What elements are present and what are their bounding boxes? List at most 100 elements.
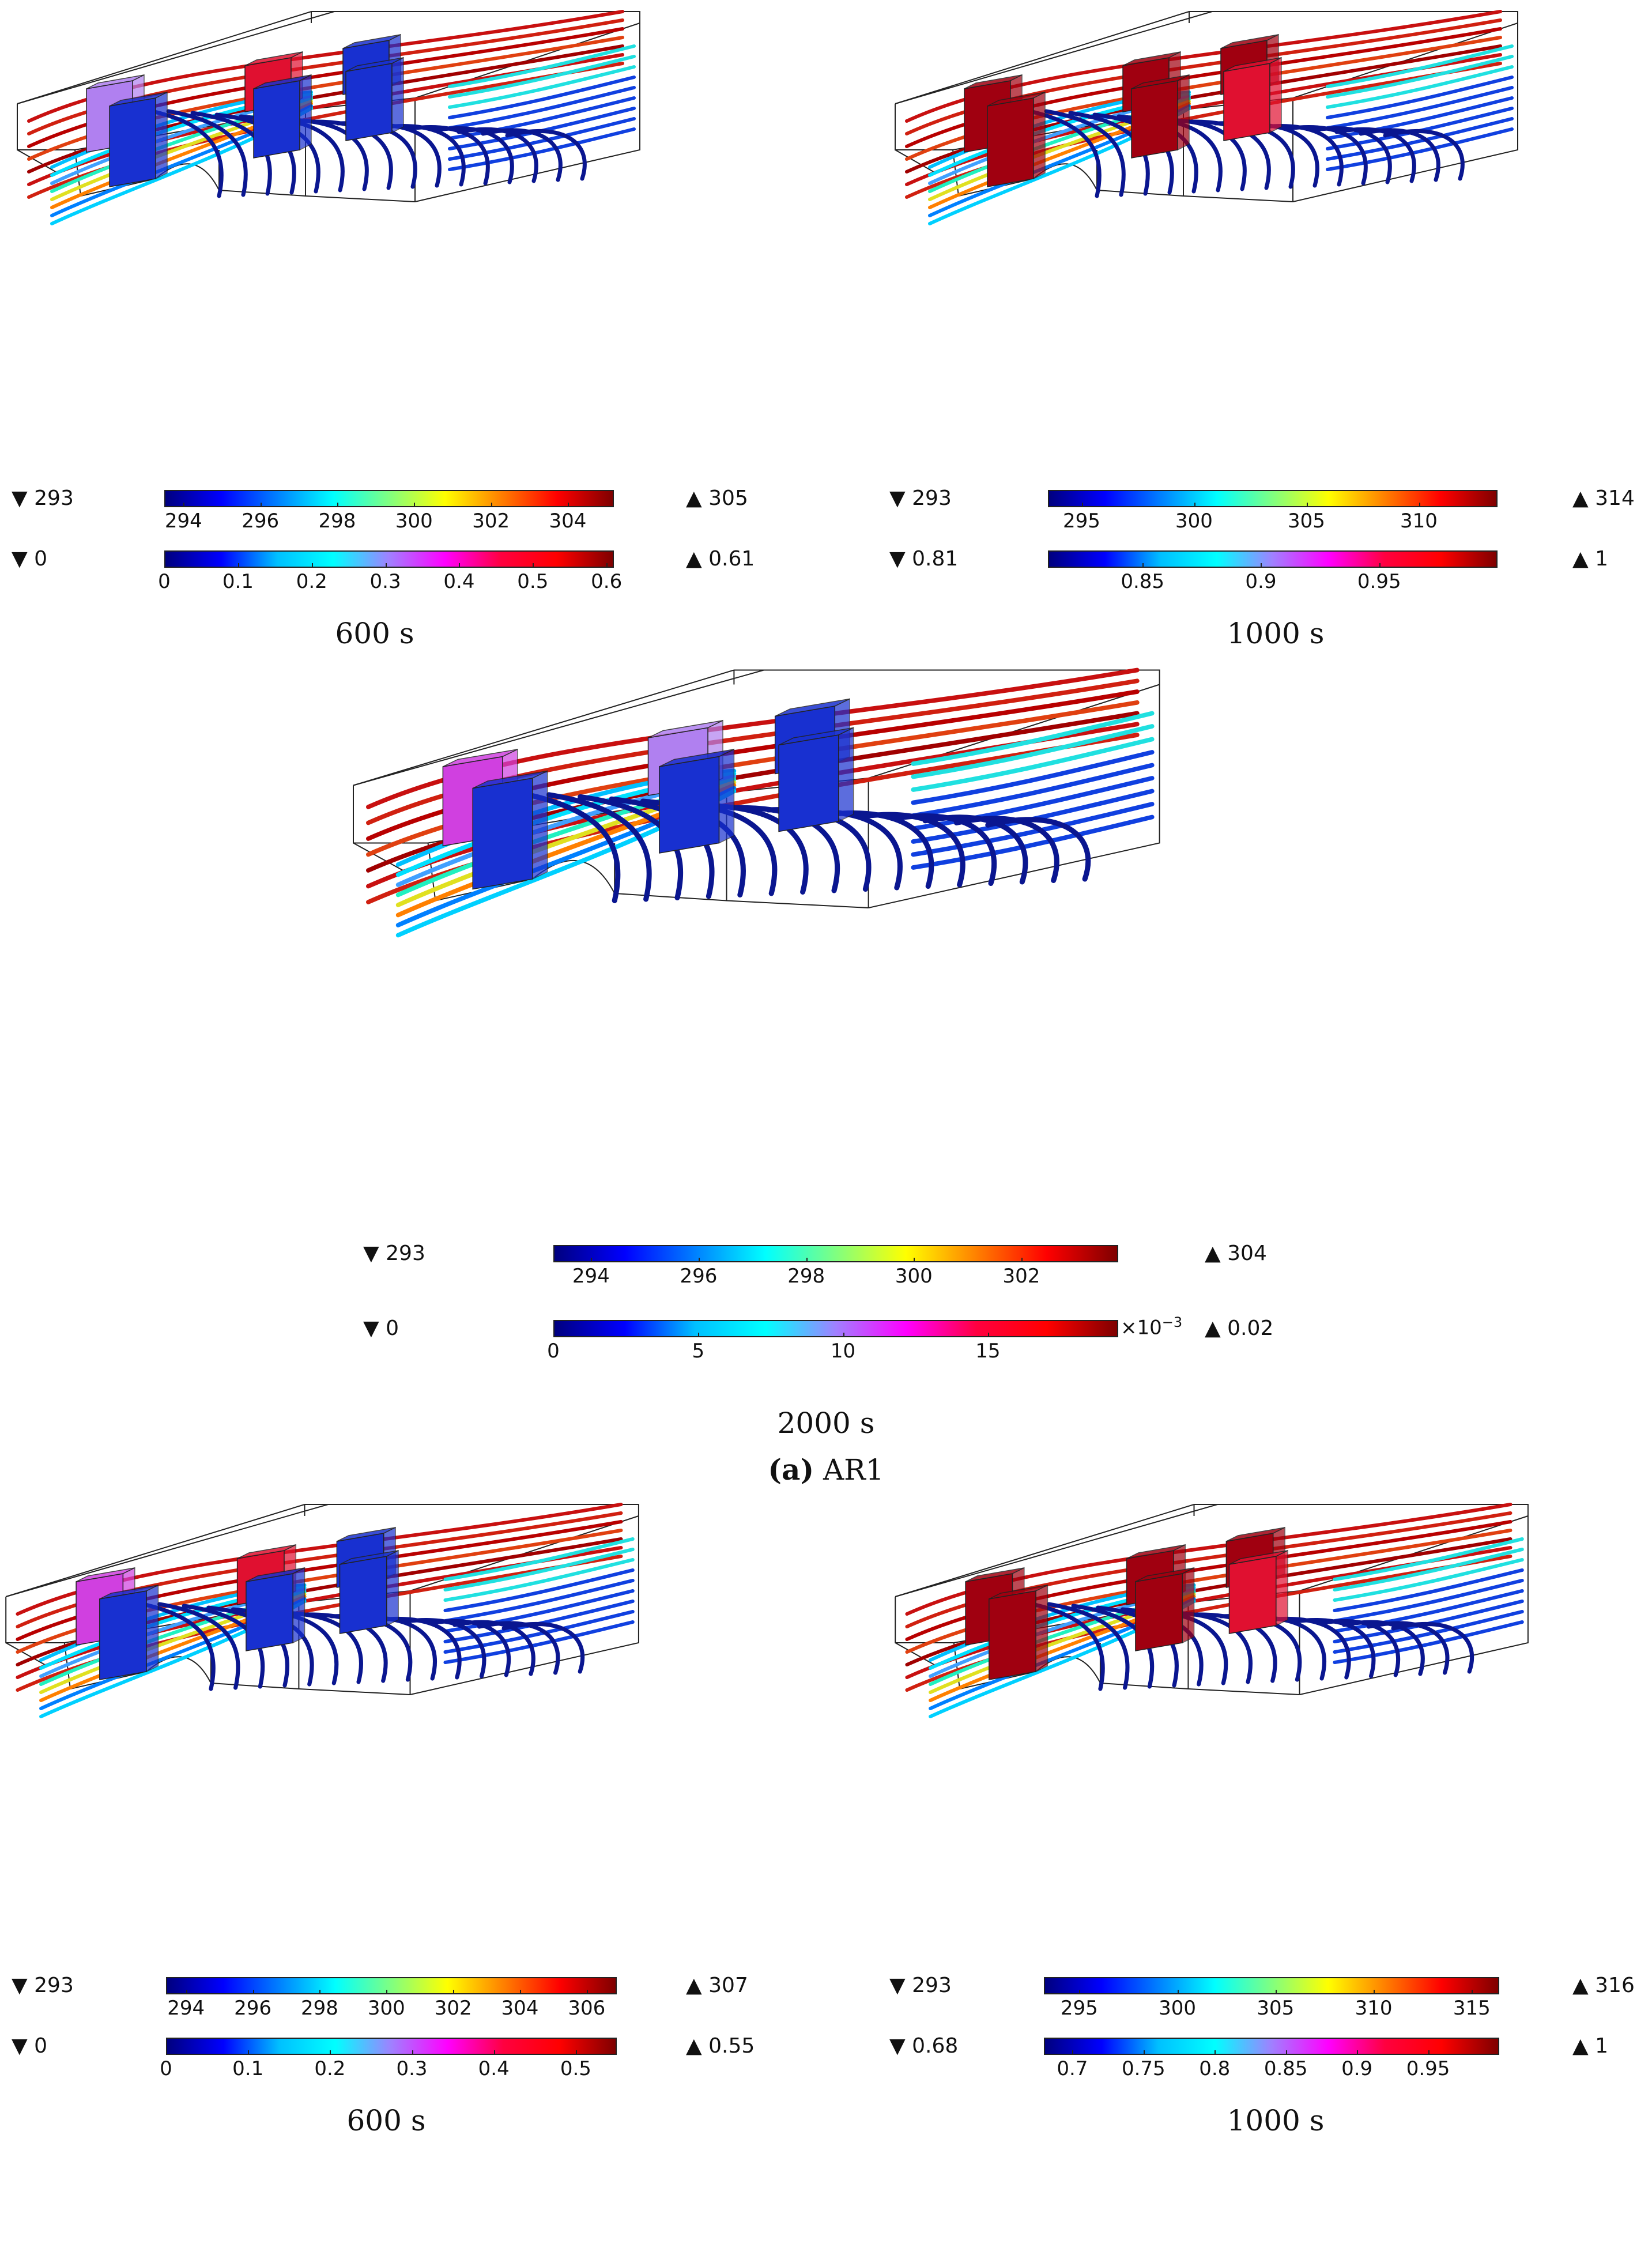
colorbar-tick-label: 0.2	[296, 570, 327, 593]
colorbar-tick-label: 304	[549, 510, 587, 533]
fraction-max-label: ▲ 0.61	[686, 547, 755, 571]
heat-block	[987, 91, 1046, 187]
colorbar-tickmark	[698, 1333, 700, 1337]
flow-scene	[895, 1502, 1529, 1719]
panel-b-600s: ▼ 293 294 296 298 300 302 304 306 ▲ 307 ▼ 0 0 0.1 0.…	[0, 1499, 826, 2248]
subcaption-a-text: AR1	[823, 1453, 884, 1487]
colorbar-tick-label: 294	[164, 510, 202, 533]
colorbar-tickmark	[491, 503, 492, 507]
colorbar-tick-label: 310	[1400, 510, 1438, 533]
heat-block	[1135, 1567, 1195, 1651]
fraction-max-label: ▲ 0.55	[686, 2034, 755, 2058]
colorbar-tickmark	[1275, 1990, 1277, 1994]
fraction-min-label: ▼ 0	[12, 547, 48, 571]
fraction-gradient-bar	[164, 550, 614, 568]
heat-block	[1131, 74, 1190, 159]
temperature-gradient-bar	[164, 490, 614, 507]
colorbar-tick-label: 0.7	[1057, 2057, 1088, 2080]
temperature-max-label: ▲ 316	[1572, 1974, 1635, 1997]
panel-a-1000s: ▼ 293 295 300 305 310 ▲ 314 ▼ 0.81 0.85 0.9 0.95 ▲…	[826, 0, 1652, 749]
colorbar-tickmark	[385, 563, 387, 568]
colorbar-tick-label: 0.9	[1245, 570, 1277, 593]
colorbar-tick-label: 295	[1063, 510, 1100, 533]
fraction-max-label: ▲ 0.02	[1205, 1317, 1274, 1340]
colorbar-tick-label: 0.75	[1121, 2057, 1166, 2080]
colorbar-tick-label: 0.4	[443, 570, 475, 593]
colorbar-tick-label: 0.95	[1406, 2057, 1450, 2080]
temperature-colorbar: ▼ 293 295 300 305 310 315 ▲ 316	[826, 1974, 1652, 2020]
colorbar-tick-label: 300	[1159, 1997, 1196, 2020]
colorbar-tickmark	[248, 2050, 250, 2055]
colorbar-tickmark	[553, 1333, 555, 1337]
colorbar-tickmark	[1428, 2050, 1430, 2055]
colorbar-tick-label: 300	[895, 1265, 933, 1288]
heat-block	[1223, 56, 1282, 141]
colorbar-tickmark	[575, 2050, 577, 2055]
colorbar-tick-label: 0.5	[560, 2057, 591, 2080]
colorbar-tickmark	[1379, 563, 1381, 568]
temperature-max-label: ▲ 307	[686, 1974, 748, 1997]
colorbar-tick-label: 0.85	[1263, 2057, 1308, 2080]
fraction-max-label: ▲ 1	[1572, 2034, 1609, 2058]
heat-blocks	[76, 1526, 399, 1680]
colorbar-tickmark	[330, 2050, 331, 2055]
fraction-colorbar: ▼ 0 0 0.1 0.2 0.3 0.4 0.5 0.6 ▲ 0.61	[0, 547, 826, 593]
temperature-min-label: ▼ 293	[12, 486, 74, 510]
colorbar-tick-label: 0.8	[1199, 2057, 1231, 2080]
colorbar-tickmark	[183, 503, 185, 507]
colorbar-tickmark	[987, 1333, 989, 1337]
fraction-gradient-bar	[1048, 550, 1498, 568]
colorbar-tickmark	[453, 1990, 455, 1994]
panel-b-1000s: ▼ 293 295 300 305 310 315 ▲ 316 ▼ 0.68 0.7 0.75 0.…	[826, 1499, 1652, 2248]
colorbar-tickmark	[1357, 2050, 1359, 2055]
colorbar-tick-label: 0	[158, 570, 171, 593]
heat-block	[99, 1584, 159, 1680]
colorbar-tick-label: 0.4	[478, 2057, 510, 2080]
temperature-min-label: ▼ 293	[889, 486, 952, 510]
panel-a-2000s: ▼ 293 294 296 298 300 302 ▲ 304 ▼ 0 0 5 10 15 ×10−3 ▲…	[0, 657, 1652, 1440]
heat-block	[659, 748, 735, 854]
colorbar-tick-label: 296	[242, 510, 280, 533]
colorbar-tickmark	[1021, 1258, 1023, 1262]
heat-blocks	[964, 33, 1282, 187]
colorbar-tickmark	[166, 2050, 167, 2055]
colorbar-tickmark	[806, 1258, 808, 1262]
colorbar-tickmark	[1143, 2050, 1145, 2055]
colorbar-tick-label: 302	[434, 1997, 472, 2020]
colorbar-tickmark	[1215, 2050, 1216, 2055]
flow-scene	[895, 10, 1518, 225]
colorbar-tickmark	[914, 1258, 915, 1262]
temperature-colorbar: ▼ 293 295 300 305 310 ▲ 314	[826, 486, 1652, 533]
heat-block	[989, 1584, 1048, 1680]
colorbar-tick-label: 298	[787, 1265, 825, 1288]
colorbar-tick-label: 0.2	[314, 2057, 346, 2080]
temperature-min-label: ▼ 293	[12, 1974, 74, 1997]
temperature-gradient-bar	[1048, 490, 1498, 507]
colorbar-tick-label: 306	[568, 1997, 606, 2020]
colorbar-tick-label: 315	[1453, 1997, 1491, 2020]
colorbar-tick-label: 0.85	[1121, 570, 1165, 593]
colorbar-tick-label: 310	[1355, 1997, 1393, 2020]
colorbar-tickmark	[520, 1990, 521, 1994]
colorbar-tickmark	[237, 563, 239, 568]
colorbar-tickmark	[459, 563, 461, 568]
fraction-min-label: ▼ 0	[12, 2034, 48, 2058]
colorbar-tickmark	[1079, 1990, 1081, 1994]
colorbar-tickmark	[1285, 2050, 1287, 2055]
heat-blocks	[965, 1526, 1288, 1680]
colorbar-tick-label: 294	[167, 1997, 205, 2020]
temperature-colorbar: ▼ 293 294 296 298 300 302 ▲ 304	[0, 1242, 1652, 1288]
colorbar-tickmark	[533, 563, 534, 568]
colorbar-tickmark	[1177, 1990, 1179, 1994]
colorbar-tick-label: 305	[1288, 510, 1325, 533]
heat-blocks	[442, 698, 854, 890]
flow-scene	[17, 10, 640, 225]
flow-scene	[353, 667, 1160, 938]
colorbar-tick-label: 300	[395, 510, 433, 533]
colorbar-tick-label: 302	[472, 510, 510, 533]
colorbar-tickmark	[386, 1990, 388, 1994]
fraction-colorbar: ▼ 0.81 0.85 0.9 0.95 ▲ 1	[826, 547, 1652, 593]
colorbar-tickmark	[1472, 1990, 1473, 1994]
colorbar-tick-label: 294	[572, 1265, 610, 1288]
fraction-max-label: ▲ 1	[1572, 547, 1609, 571]
